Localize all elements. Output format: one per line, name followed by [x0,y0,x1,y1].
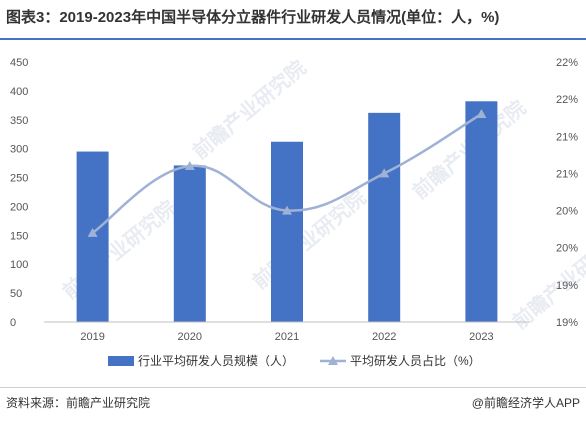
line-point [184,161,195,170]
x-tick-label: 2023 [469,331,493,343]
x-tick-label: 2020 [178,331,202,343]
left-tick-label: 300 [10,144,28,156]
x-tick-label: 2022 [372,331,396,343]
line-point [282,205,292,215]
credit-note: @前瞻经济学人APP [471,396,580,410]
bar [173,165,206,322]
bar [271,141,303,322]
legend-line-label: 平均研发人员占比（%） [350,353,481,368]
legend-bar-label: 行业平均研发人员规模（人） [138,353,294,368]
left-tick-label: 0 [10,317,16,329]
legend-bar-swatch [108,356,134,366]
right-tick-label: 19% [556,280,578,292]
left-axis-ticks: 0 50 100 150 200 250 300 350 400 450 [10,57,28,329]
watermark-text: 前瞻产业研究院 [248,185,371,293]
legend: 行业平均研发人员规模（人） 平均研发人员占比（%） [108,353,481,368]
bar-series [76,101,498,323]
footer-divider [0,387,586,388]
right-tick-label: 21% [556,168,578,180]
bar [465,101,498,323]
left-tick-label: 100 [10,259,28,271]
source-note: 资料来源：前瞻产业研究院 [6,396,151,410]
line-point [379,168,390,178]
legend-line-marker [328,356,338,365]
left-tick-label: 400 [10,86,28,98]
x-axis-ticks: 2019 2020 2021 2022 2023 [80,331,493,343]
right-tick-label: 22% [556,57,578,69]
line-point [476,109,487,118]
right-tick-label: 20% [556,243,578,255]
left-tick-label: 200 [10,201,28,213]
right-tick-label: 20% [556,206,578,218]
watermark-text: 前瞻产业研究院 [58,195,181,303]
bar [368,112,401,322]
right-axis-ticks: 19% 19% 20% 20% 21% 21% 22% 22% [556,57,578,329]
x-tick-label: 2021 [275,331,299,343]
right-tick-label: 21% [556,131,578,143]
chart-canvas: 前瞻产业研究院前瞻产业研究院前瞻产业研究院前瞻产业研究院前瞻产业研究院 0501… [10,55,586,368]
x-tick-label: 2019 [80,331,104,343]
chart-title: 图表3：2019-2023年中国半导体分立器件行业研发人员情况(单位：人，%) [6,9,500,26]
right-tick-label: 19% [556,317,578,329]
left-tick-label: 50 [10,288,22,300]
line-series [87,109,487,237]
line-point [87,227,98,237]
left-tick-label: 350 [10,115,28,127]
left-tick-label: 150 [10,230,28,242]
left-tick-label: 450 [10,57,28,69]
right-tick-label: 22% [556,94,578,106]
left-tick-label: 250 [10,173,28,185]
title-underline [0,38,586,40]
